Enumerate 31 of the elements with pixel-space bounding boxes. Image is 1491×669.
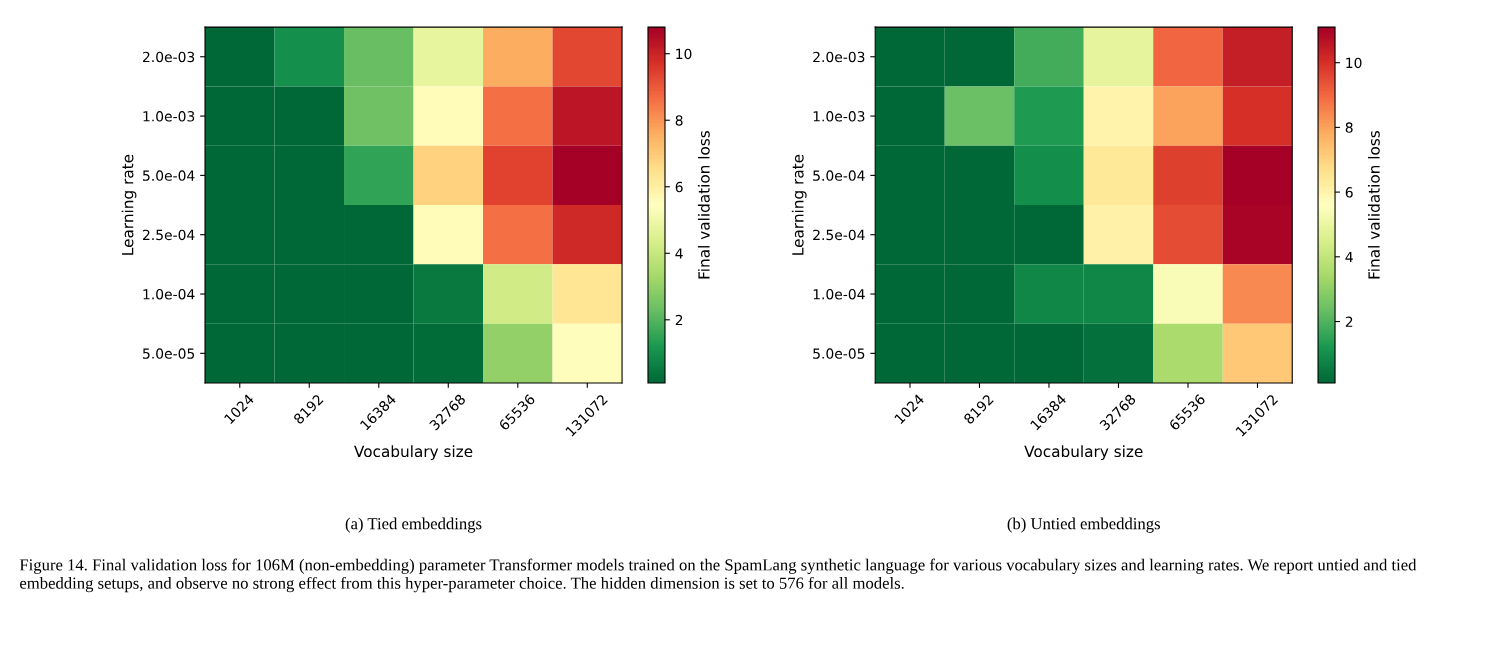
color-bar-label: 8 [1345, 122, 1353, 133]
y-tick-label: 1.0e-04 [143, 288, 195, 300]
y-tick-label: 2.0e-03 [813, 51, 865, 63]
text: (b) Untied embeddings [1007, 517, 1160, 533]
y-tick-label: 5.0e-05 [813, 348, 865, 359]
y-tick-label: 5.0e-04 [813, 170, 865, 181]
color-bar-label: 2 [1345, 316, 1353, 327]
color-bar-label: 4 [1345, 251, 1353, 263]
x-axis-title: Vocabulary size [1024, 445, 1143, 461]
caption: Figure 14. Final validation loss for 106M (non-embedding) parameter Transformer models trained on the SpamLang synthetic language for various vocabulary sizes and learning rates. We report untied and tied embedding setups, and observe no strong effect from this hyper-parameter choice. The hidden dimension is set to 576 for all models. [19, 558, 1417, 593]
y-axis-title: Learning rate [791, 154, 807, 255]
y-tick-label: 2.5e-04 [813, 229, 865, 241]
y-tick-label: 2.5e-04 [142, 229, 195, 241]
y-tick-label: 5.0e-04 [143, 170, 195, 181]
x-axis-title: Vocabulary size [354, 445, 473, 461]
color-bar-label: 2 [675, 314, 683, 326]
text: (a) Tied embeddings [345, 517, 482, 533]
y-tick-label: 5.0e-05 [143, 348, 195, 359]
color-bar-title: Final validation loss [697, 130, 710, 279]
color-bar-label: 8 [675, 115, 683, 126]
color-bar-label: 10 [1346, 57, 1362, 69]
color-bar-label: 4 [675, 248, 683, 259]
y-tick-label: 1.0e-04 [813, 288, 865, 300]
color-bar-label: 6 [1345, 187, 1353, 198]
y-axis-title: Learning rate [121, 154, 137, 255]
y-tick-label: 1.0e-03 [813, 111, 865, 122]
color-bar-title: Final validation loss [1367, 130, 1380, 279]
color-bar-label: 6 [675, 181, 683, 193]
y-tick-label: 2.0e-03 [142, 51, 195, 63]
y-tick-label: 1.0e-03 [143, 111, 195, 122]
color-bar-label: 10 [676, 48, 692, 60]
